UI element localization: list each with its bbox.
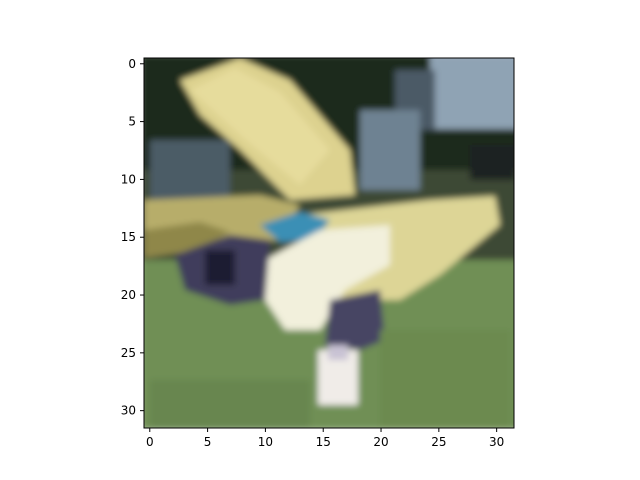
x-tick-label: 30 [489, 435, 504, 449]
x-tick-label: 25 [431, 435, 446, 449]
axes-frame [143, 57, 515, 429]
y-tick-label: 20 [121, 288, 136, 302]
y-tick-label: 15 [121, 230, 136, 244]
x-tick-label: 20 [373, 435, 388, 449]
y-axis: 0 5 10 15 20 25 30 [121, 57, 144, 418]
x-axis: 0 5 10 15 20 25 30 [146, 428, 504, 449]
x-tick-label: 0 [146, 435, 154, 449]
y-tick-label: 5 [128, 115, 136, 129]
x-tick-label: 15 [316, 435, 331, 449]
y-tick-label: 25 [121, 346, 136, 360]
image-plot [144, 58, 514, 428]
x-tick-label: 10 [258, 435, 273, 449]
y-tick-label: 10 [121, 172, 136, 186]
y-tick-label: 30 [121, 404, 136, 418]
sky-region [430, 58, 514, 129]
y-tick-label: 0 [128, 57, 136, 71]
x-tick-label: 5 [204, 435, 212, 449]
white-body [265, 225, 390, 330]
